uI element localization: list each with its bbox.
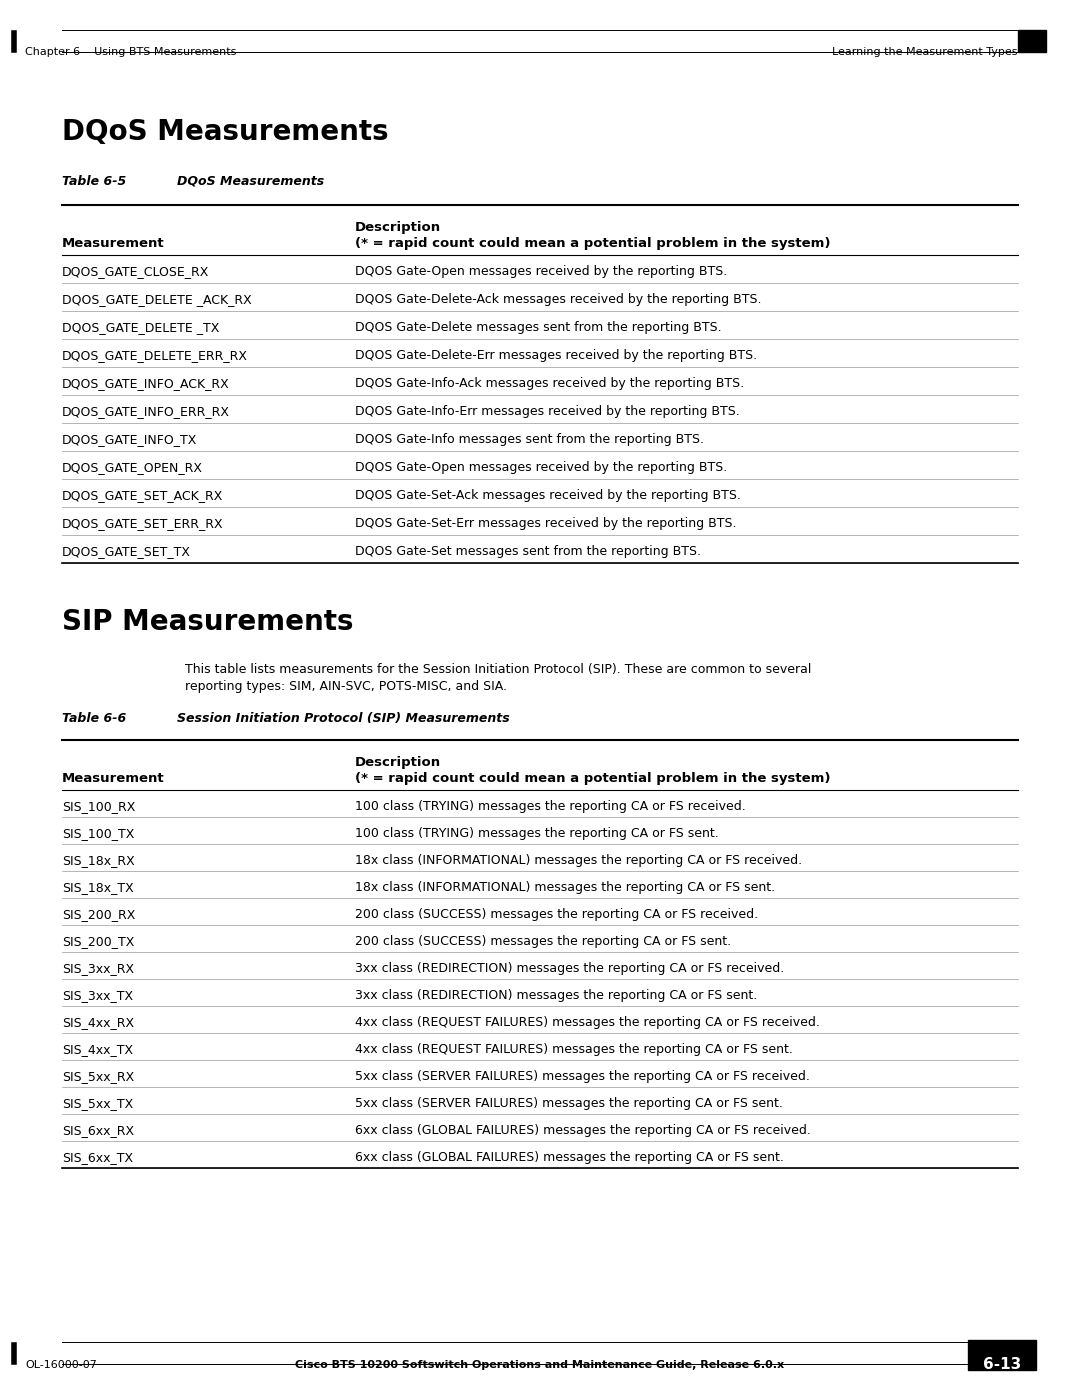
Text: DQOS_GATE_INFO_ERR_RX: DQOS_GATE_INFO_ERR_RX xyxy=(62,405,230,418)
Text: DQOS Gate-Info-Err messages received by the reporting BTS.: DQOS Gate-Info-Err messages received by … xyxy=(355,405,740,418)
Text: DQOS Gate-Delete-Err messages received by the reporting BTS.: DQOS Gate-Delete-Err messages received b… xyxy=(355,349,757,362)
Text: SIS_4xx_RX: SIS_4xx_RX xyxy=(62,1016,134,1030)
Text: Measurement: Measurement xyxy=(62,773,164,785)
Text: SIS_6xx_TX: SIS_6xx_TX xyxy=(62,1151,133,1164)
Text: DQOS_GATE_INFO_ACK_RX: DQOS_GATE_INFO_ACK_RX xyxy=(62,377,230,390)
Text: DQOS Gate-Set-Ack messages received by the reporting BTS.: DQOS Gate-Set-Ack messages received by t… xyxy=(355,489,741,502)
Text: 18x class (INFORMATIONAL) messages the reporting CA or FS received.: 18x class (INFORMATIONAL) messages the r… xyxy=(355,854,802,868)
Text: DQOS Gate-Info messages sent from the reporting BTS.: DQOS Gate-Info messages sent from the re… xyxy=(355,433,704,446)
Text: reporting types: SIM, AIN-SVC, POTS-MISC, and SIA.: reporting types: SIM, AIN-SVC, POTS-MISC… xyxy=(185,680,507,693)
Text: SIS_5xx_RX: SIS_5xx_RX xyxy=(62,1070,134,1083)
Text: 6xx class (GLOBAL FAILURES) messages the reporting CA or FS sent.: 6xx class (GLOBAL FAILURES) messages the… xyxy=(355,1151,784,1164)
Text: 5xx class (SERVER FAILURES) messages the reporting CA or FS sent.: 5xx class (SERVER FAILURES) messages the… xyxy=(355,1097,783,1111)
Text: DQOS Gate-Set messages sent from the reporting BTS.: DQOS Gate-Set messages sent from the rep… xyxy=(355,545,701,557)
Text: DQoS Measurements: DQoS Measurements xyxy=(62,117,389,147)
Text: DQOS_GATE_INFO_TX: DQOS_GATE_INFO_TX xyxy=(62,433,198,446)
Text: DQOS_GATE_SET_TX: DQOS_GATE_SET_TX xyxy=(62,545,191,557)
Text: 100 class (TRYING) messages the reporting CA or FS received.: 100 class (TRYING) messages the reportin… xyxy=(355,800,746,813)
Text: SIS_3xx_TX: SIS_3xx_TX xyxy=(62,989,133,1002)
Text: SIS_200_RX: SIS_200_RX xyxy=(62,908,135,921)
Bar xyxy=(968,1340,1036,1370)
Text: DQOS_GATE_DELETE_ERR_RX: DQOS_GATE_DELETE_ERR_RX xyxy=(62,349,248,362)
Text: Table 6-6: Table 6-6 xyxy=(62,712,126,725)
Bar xyxy=(1018,29,1047,52)
Text: DQOS_GATE_OPEN_RX: DQOS_GATE_OPEN_RX xyxy=(62,461,203,474)
Text: DQOS_GATE_CLOSE_RX: DQOS_GATE_CLOSE_RX xyxy=(62,265,210,278)
Text: DQOS Gate-Delete messages sent from the reporting BTS.: DQOS Gate-Delete messages sent from the … xyxy=(355,321,721,334)
Text: DQOS_GATE_DELETE _TX: DQOS_GATE_DELETE _TX xyxy=(62,321,219,334)
Text: Session Initiation Protocol (SIP) Measurements: Session Initiation Protocol (SIP) Measur… xyxy=(177,712,510,725)
Text: 3xx class (REDIRECTION) messages the reporting CA or FS sent.: 3xx class (REDIRECTION) messages the rep… xyxy=(355,989,757,1002)
Text: Cisco BTS 10200 Softswitch Operations and Maintenance Guide, Release 6.0.x: Cisco BTS 10200 Softswitch Operations an… xyxy=(296,1361,784,1370)
Text: SIS_18x_TX: SIS_18x_TX xyxy=(62,882,134,894)
Text: Measurement: Measurement xyxy=(62,237,164,250)
Text: This table lists measurements for the Session Initiation Protocol (SIP). These a: This table lists measurements for the Se… xyxy=(185,664,811,676)
Text: (* = rapid count could mean a potential problem in the system): (* = rapid count could mean a potential … xyxy=(355,237,831,250)
Text: 200 class (SUCCESS) messages the reporting CA or FS received.: 200 class (SUCCESS) messages the reporti… xyxy=(355,908,758,921)
Text: Chapter 6    Using BTS Measurements: Chapter 6 Using BTS Measurements xyxy=(25,47,237,57)
Text: 100 class (TRYING) messages the reporting CA or FS sent.: 100 class (TRYING) messages the reportin… xyxy=(355,827,719,840)
Text: DQOS Gate-Open messages received by the reporting BTS.: DQOS Gate-Open messages received by the … xyxy=(355,265,727,278)
Text: SIP Measurements: SIP Measurements xyxy=(62,608,353,636)
Text: SIS_200_TX: SIS_200_TX xyxy=(62,935,134,949)
Text: 5xx class (SERVER FAILURES) messages the reporting CA or FS received.: 5xx class (SERVER FAILURES) messages the… xyxy=(355,1070,810,1083)
Text: DQOS Gate-Delete-Ack messages received by the reporting BTS.: DQOS Gate-Delete-Ack messages received b… xyxy=(355,293,761,306)
Text: SIS_6xx_RX: SIS_6xx_RX xyxy=(62,1125,134,1137)
Text: SIS_4xx_TX: SIS_4xx_TX xyxy=(62,1044,133,1056)
Text: 200 class (SUCCESS) messages the reporting CA or FS sent.: 200 class (SUCCESS) messages the reporti… xyxy=(355,935,731,949)
Text: SIS_100_RX: SIS_100_RX xyxy=(62,800,135,813)
Text: SIS_5xx_TX: SIS_5xx_TX xyxy=(62,1097,133,1111)
Text: (* = rapid count could mean a potential problem in the system): (* = rapid count could mean a potential … xyxy=(355,773,831,785)
Text: 6xx class (GLOBAL FAILURES) messages the reporting CA or FS received.: 6xx class (GLOBAL FAILURES) messages the… xyxy=(355,1125,811,1137)
Text: SIS_100_TX: SIS_100_TX xyxy=(62,827,134,840)
Text: DQOS Gate-Set-Err messages received by the reporting BTS.: DQOS Gate-Set-Err messages received by t… xyxy=(355,517,737,529)
Text: SIS_3xx_RX: SIS_3xx_RX xyxy=(62,963,134,975)
Text: 4xx class (REQUEST FAILURES) messages the reporting CA or FS received.: 4xx class (REQUEST FAILURES) messages th… xyxy=(355,1016,820,1030)
Text: SIS_18x_RX: SIS_18x_RX xyxy=(62,854,135,868)
Text: Learning the Measurement Types: Learning the Measurement Types xyxy=(833,47,1018,57)
Text: DQOS_GATE_SET_ACK_RX: DQOS_GATE_SET_ACK_RX xyxy=(62,489,224,502)
Text: Table 6-5: Table 6-5 xyxy=(62,175,126,189)
Text: DQOS_GATE_DELETE _ACK_RX: DQOS_GATE_DELETE _ACK_RX xyxy=(62,293,252,306)
Text: 3xx class (REDIRECTION) messages the reporting CA or FS received.: 3xx class (REDIRECTION) messages the rep… xyxy=(355,963,784,975)
Text: OL-16000-07: OL-16000-07 xyxy=(25,1361,97,1370)
Text: DQOS_GATE_SET_ERR_RX: DQOS_GATE_SET_ERR_RX xyxy=(62,517,224,529)
Text: Description: Description xyxy=(355,756,441,768)
Text: Description: Description xyxy=(355,221,441,235)
Text: DQOS Gate-Open messages received by the reporting BTS.: DQOS Gate-Open messages received by the … xyxy=(355,461,727,474)
Text: 4xx class (REQUEST FAILURES) messages the reporting CA or FS sent.: 4xx class (REQUEST FAILURES) messages th… xyxy=(355,1044,793,1056)
Text: 18x class (INFORMATIONAL) messages the reporting CA or FS sent.: 18x class (INFORMATIONAL) messages the r… xyxy=(355,882,775,894)
Text: 6-13: 6-13 xyxy=(983,1356,1021,1372)
Text: DQoS Measurements: DQoS Measurements xyxy=(177,175,324,189)
Text: DQOS Gate-Info-Ack messages received by the reporting BTS.: DQOS Gate-Info-Ack messages received by … xyxy=(355,377,744,390)
